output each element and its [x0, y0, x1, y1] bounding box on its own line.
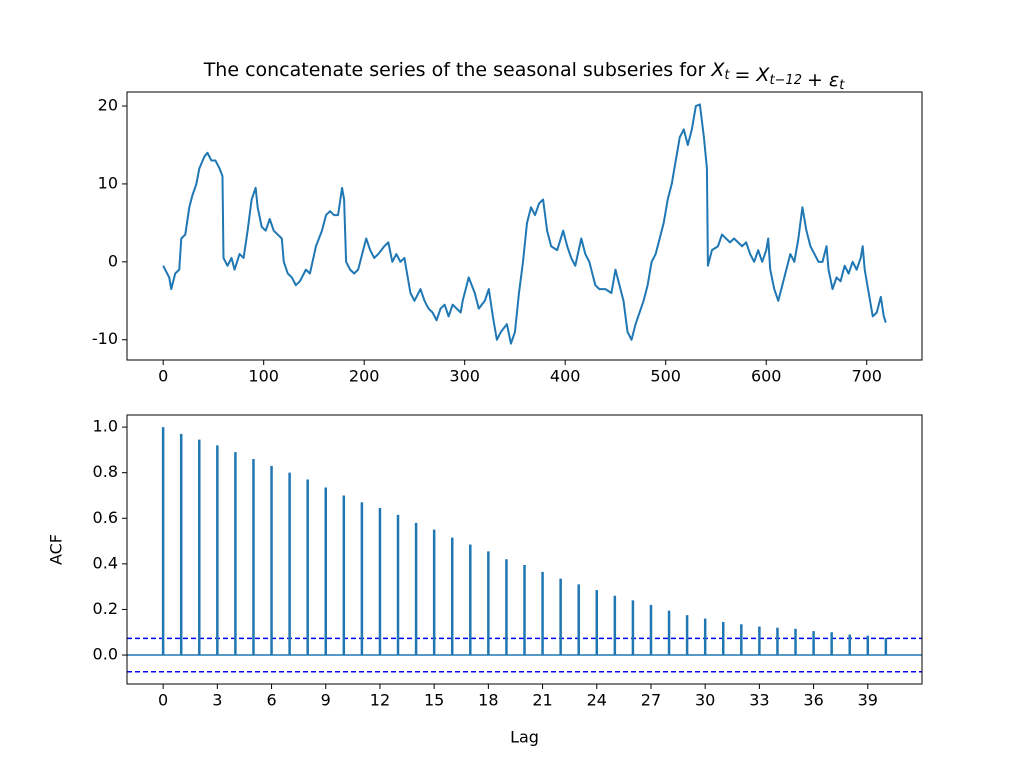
x-tick-label: 600 — [751, 367, 782, 386]
y-tick-label: -10 — [92, 329, 118, 348]
x-tick-label: 18 — [478, 691, 498, 710]
x-tick-label: 12 — [370, 691, 390, 710]
x-tick-label: 200 — [349, 367, 380, 386]
y-tick-label: 0.4 — [93, 553, 118, 572]
math-subscript: t — [839, 78, 845, 93]
y-tick-label: 0.2 — [93, 599, 118, 618]
y-tick-label: 10 — [98, 173, 118, 192]
y-tick-label: 20 — [98, 96, 118, 115]
y-tick-label: 0.6 — [93, 508, 118, 527]
x-tick-label: 100 — [248, 367, 279, 386]
math-subscript: t−12 — [769, 73, 802, 88]
x-tick-label: 36 — [803, 691, 823, 710]
x-tick-label: 500 — [650, 367, 681, 386]
x-tick-label: 300 — [449, 367, 480, 386]
math-operator: = — [734, 64, 750, 86]
x-tick-label: 15 — [424, 691, 444, 710]
x-tick-label: 30 — [695, 691, 715, 710]
math-operator: + — [807, 69, 823, 91]
x-tick-label: 39 — [858, 691, 878, 710]
y-axis-label: ACF — [47, 534, 66, 565]
axes-frame — [126, 414, 923, 685]
math-symbol: ε — [829, 69, 839, 91]
x-tick-label: 33 — [749, 691, 769, 710]
x-tick-label: 3 — [212, 691, 222, 710]
x-tick-label: 700 — [851, 367, 882, 386]
y-tick-label: 0.0 — [93, 645, 118, 664]
title-text: The concatenate series of the seasonal s… — [203, 59, 706, 81]
x-axis-label: Lag — [510, 728, 539, 747]
x-tick-label: 21 — [532, 691, 552, 710]
math-symbol: X — [755, 64, 770, 86]
y-tick-label: 1.0 — [93, 417, 118, 436]
y-tick-label: 0 — [108, 251, 118, 270]
chart-title: The concatenate series of the seasonal s… — [203, 59, 846, 93]
math-symbol: X — [710, 59, 725, 81]
x-tick-label: 9 — [321, 691, 331, 710]
x-tick-label: 6 — [266, 691, 276, 710]
x-tick-label: 400 — [550, 367, 581, 386]
x-tick-label: 0 — [158, 691, 168, 710]
axes-frame — [126, 91, 923, 361]
x-tick-label: 27 — [641, 691, 661, 710]
x-tick-label: 0 — [158, 367, 168, 386]
series-line — [162, 103, 887, 345]
math-subscript: t — [724, 68, 730, 83]
y-tick-label: 0.8 — [93, 462, 118, 481]
x-tick-label: 24 — [587, 691, 607, 710]
